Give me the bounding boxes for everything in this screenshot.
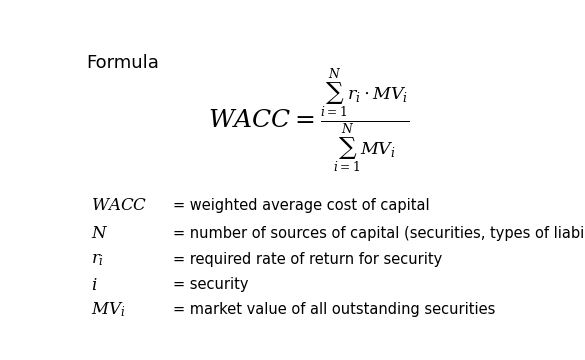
Text: $N$: $N$ <box>91 224 109 242</box>
Text: $MV_i$: $MV_i$ <box>91 301 126 319</box>
Text: $WACC = \frac{\sum_{i=1}^{N} r_i \cdot MV_i}{\sum_{i=1}^{N} MV_i}$: $WACC = \frac{\sum_{i=1}^{N} r_i \cdot M… <box>208 67 410 175</box>
Text: = weighted average cost of capital: = weighted average cost of capital <box>173 198 429 213</box>
Text: $WACC$: $WACC$ <box>91 196 147 214</box>
Text: Formula: Formula <box>87 54 160 72</box>
Text: = security: = security <box>173 278 249 292</box>
Text: = number of sources of capital (securities, types of liabilities): = number of sources of capital (securiti… <box>173 226 585 240</box>
Text: = required rate of return for security: = required rate of return for security <box>173 252 442 267</box>
Text: $r_i$: $r_i$ <box>91 251 104 269</box>
Text: $i$: $i$ <box>91 276 98 294</box>
Text: = market value of all outstanding securities: = market value of all outstanding securi… <box>173 302 495 318</box>
